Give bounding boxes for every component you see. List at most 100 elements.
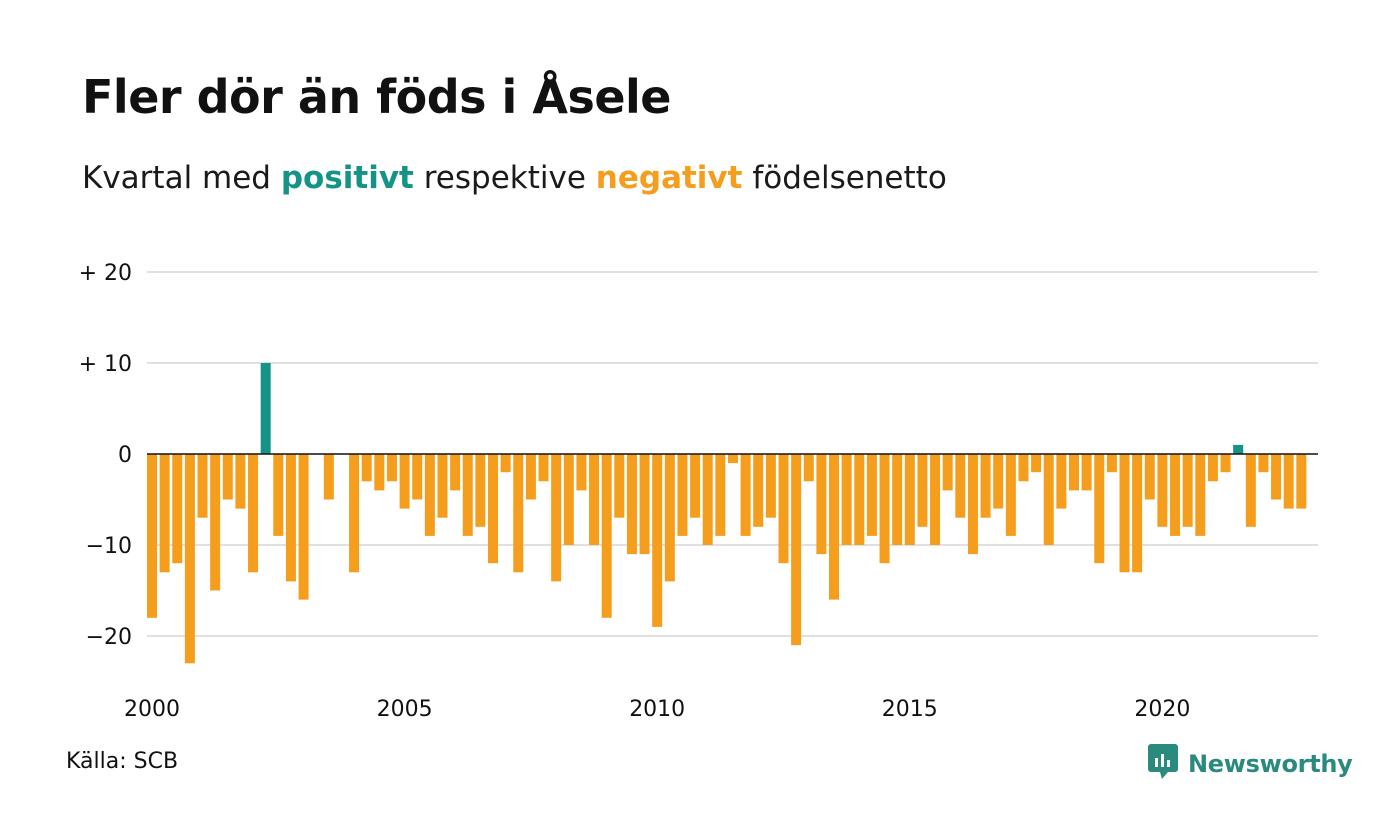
bar xyxy=(349,454,360,573)
bar xyxy=(1068,454,1079,491)
newsworthy-logo-icon xyxy=(1148,744,1180,784)
bar xyxy=(715,454,726,536)
bar xyxy=(551,454,562,582)
bar xyxy=(841,454,852,545)
bar xyxy=(1233,444,1244,454)
bar xyxy=(285,454,296,582)
bar xyxy=(1018,454,1029,482)
bar xyxy=(1170,454,1181,536)
y-tick-label: −10 xyxy=(86,534,132,559)
bar xyxy=(993,454,1004,509)
x-tick-label: 2020 xyxy=(1134,697,1190,722)
bar xyxy=(980,454,991,518)
bar xyxy=(260,363,271,454)
bar xyxy=(930,454,941,545)
bar xyxy=(803,454,814,482)
bar xyxy=(1132,454,1143,573)
bar xyxy=(1283,454,1294,509)
bar xyxy=(942,454,953,491)
y-tick-label: + 20 xyxy=(79,261,132,286)
bar xyxy=(740,454,751,536)
bar xyxy=(538,454,549,482)
bar xyxy=(727,454,738,464)
y-tick-label: 0 xyxy=(118,443,132,468)
bar xyxy=(525,454,536,500)
bar xyxy=(172,454,183,564)
bar xyxy=(450,454,461,491)
bar xyxy=(576,454,587,491)
bar xyxy=(412,454,423,500)
subtitle-prefix: Kvartal med xyxy=(82,160,281,196)
bar xyxy=(1043,454,1054,545)
bar xyxy=(488,454,499,564)
bars xyxy=(147,363,1307,664)
y-tick-label: + 10 xyxy=(79,352,132,377)
bar xyxy=(1157,454,1168,527)
bar xyxy=(677,454,688,536)
x-tick-label: 2010 xyxy=(629,697,685,722)
bar xyxy=(159,454,170,573)
bar xyxy=(399,454,410,509)
bar xyxy=(601,454,612,618)
bar xyxy=(791,454,802,646)
bar xyxy=(816,454,827,555)
bar xyxy=(1220,454,1231,473)
bar xyxy=(298,454,309,600)
bar xyxy=(1207,454,1218,482)
bar xyxy=(854,454,865,545)
bar xyxy=(437,454,448,518)
brand: Newsworthy xyxy=(1148,744,1353,784)
x-tick-label: 2015 xyxy=(882,697,938,722)
x-axis: 2000 2005 2010 2015 2020 xyxy=(124,697,1190,722)
bar xyxy=(1119,454,1130,573)
subtitle-suffix: födelsenetto xyxy=(742,160,947,196)
x-tick-label: 2000 xyxy=(124,697,180,722)
bar xyxy=(1258,454,1269,473)
bar xyxy=(879,454,890,564)
bar xyxy=(424,454,435,536)
chart-subtitle: Kvartal med positivt respektive negativt… xyxy=(82,160,947,196)
bar xyxy=(1296,454,1307,509)
bar xyxy=(184,454,195,664)
bar xyxy=(1245,454,1256,527)
bar xyxy=(386,454,397,482)
bar xyxy=(589,454,600,545)
bar xyxy=(955,454,966,518)
bar xyxy=(753,454,764,527)
bar xyxy=(1182,454,1193,527)
bar xyxy=(639,454,650,555)
bar xyxy=(500,454,511,473)
bar xyxy=(1271,454,1282,500)
bar xyxy=(765,454,776,518)
bar xyxy=(778,454,789,564)
bar xyxy=(248,454,259,573)
bar xyxy=(1144,454,1155,500)
bar xyxy=(917,454,928,527)
bar xyxy=(614,454,625,518)
subtitle-middle: respektive xyxy=(413,160,596,196)
bar xyxy=(563,454,574,545)
bar xyxy=(1056,454,1067,509)
bar xyxy=(1106,454,1117,473)
bar xyxy=(462,454,473,536)
bar xyxy=(866,454,877,536)
bar xyxy=(374,454,385,491)
bar xyxy=(967,454,978,555)
bar xyxy=(235,454,246,509)
source-note: Källa: SCB xyxy=(66,749,179,774)
x-tick-label: 2005 xyxy=(377,697,433,722)
bar xyxy=(892,454,903,545)
y-axis: + 20 + 10 0 −10 −20 xyxy=(79,261,132,650)
bar xyxy=(626,454,637,555)
bar xyxy=(197,454,208,518)
bar xyxy=(690,454,701,518)
chart-title: Fler dör än föds i Åsele xyxy=(82,70,672,124)
bar xyxy=(475,454,486,527)
bar xyxy=(147,454,157,618)
bar xyxy=(652,454,663,627)
bar xyxy=(1094,454,1105,564)
bar xyxy=(323,454,334,500)
legend-negative: negativt xyxy=(595,160,743,196)
bar xyxy=(1195,454,1206,536)
